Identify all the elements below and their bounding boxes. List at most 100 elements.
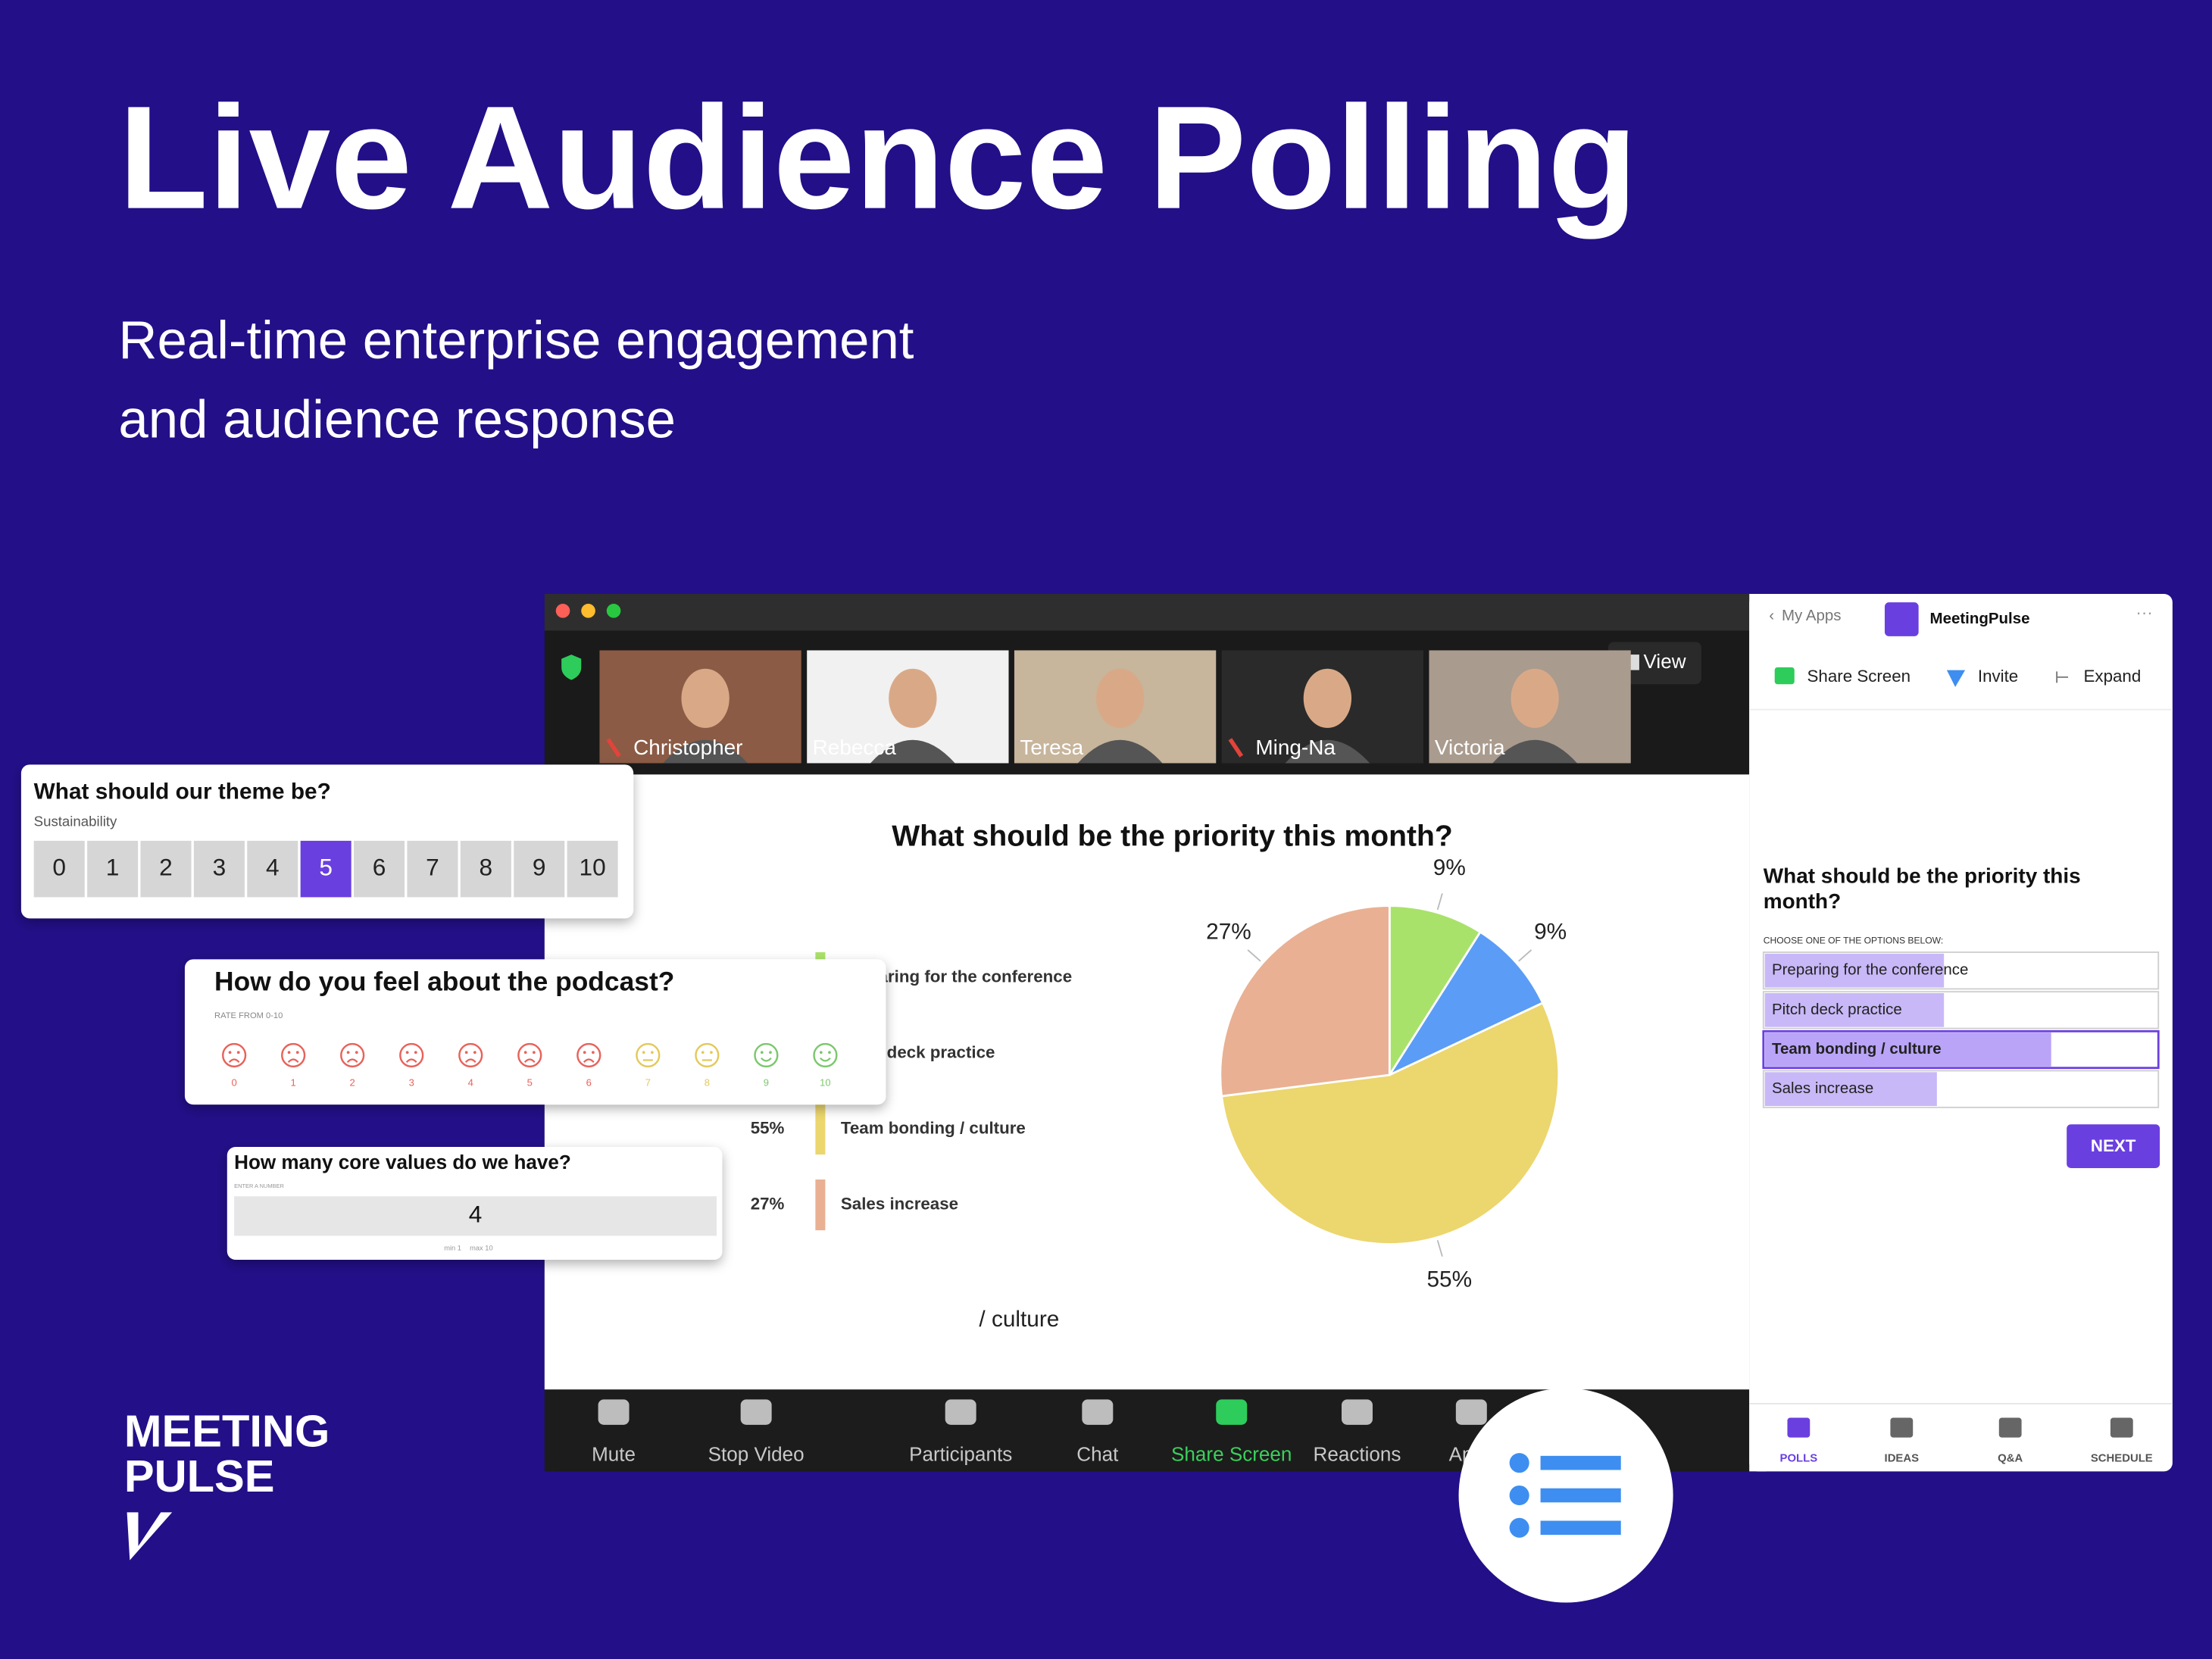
- legend-swatch: [815, 1179, 826, 1231]
- scale-option[interactable]: [354, 840, 405, 898]
- scale-option[interactable]: [33, 840, 85, 898]
- toolbar-label[interactable]: Participants: [909, 1443, 1012, 1466]
- back-link[interactable]: My Apps: [1782, 607, 1842, 624]
- scale-number[interactable]: 7: [426, 854, 439, 881]
- face-eye: [532, 1051, 536, 1054]
- toolbar-icon[interactable]: [598, 1399, 630, 1425]
- option-label[interactable]: Sales increase: [1772, 1079, 1873, 1097]
- participant-name: Teresa: [1020, 736, 1083, 759]
- window-minimize[interactable]: [581, 604, 595, 618]
- toolbar-label[interactable]: Share Screen: [1171, 1443, 1292, 1466]
- tab-icon[interactable]: [2110, 1417, 2133, 1438]
- badge-icon: [1540, 1455, 1621, 1470]
- face-mouth: [405, 1058, 417, 1064]
- logo-text: PULSE: [124, 1451, 275, 1501]
- slice-label: 27%: [1206, 920, 1251, 945]
- hero-subtitle: and audience response: [118, 389, 676, 448]
- tab-label[interactable]: SCHEDULE: [2091, 1452, 2153, 1464]
- face-eye: [414, 1051, 417, 1054]
- face-mouth: [346, 1058, 358, 1064]
- window-close[interactable]: [555, 604, 570, 618]
- rating-face[interactable]: [222, 1042, 247, 1068]
- rating-face[interactable]: [399, 1042, 424, 1068]
- poll-question: What should be the priority this: [1764, 864, 2081, 888]
- rating-face[interactable]: [281, 1042, 306, 1068]
- toolbar-icon[interactable]: [1455, 1399, 1487, 1425]
- rating-face[interactable]: [458, 1042, 483, 1068]
- pie-slice: [1219, 904, 1391, 1098]
- toolbar-label[interactable]: Mute: [592, 1443, 636, 1466]
- scale-number[interactable]: 5: [319, 854, 333, 881]
- toolbar-label[interactable]: Reactions: [1314, 1443, 1401, 1466]
- scale-option[interactable]: [193, 840, 245, 898]
- scale-number[interactable]: 2: [159, 854, 173, 881]
- face-eye: [710, 1051, 713, 1054]
- number-input[interactable]: [234, 1196, 717, 1236]
- scale-option[interactable]: [247, 840, 298, 898]
- toolbar-icon[interactable]: [740, 1399, 772, 1425]
- poll-cards: What should our theme be? Sustainability 0…: [20, 764, 886, 1260]
- scale-number[interactable]: 10: [580, 854, 606, 881]
- rating-face[interactable]: [754, 1042, 779, 1068]
- rating-face[interactable]: [813, 1042, 838, 1068]
- face-mouth: [820, 1057, 831, 1062]
- tab-icon[interactable]: [1998, 1417, 2022, 1438]
- number-answer[interactable]: 4: [469, 1201, 483, 1228]
- logo-mark: [127, 1512, 173, 1561]
- scale-number[interactable]: 9: [533, 854, 546, 881]
- option-label[interactable]: Preparing for the conference: [1772, 961, 1968, 979]
- slice-label: 55%: [1426, 1267, 1472, 1292]
- rating-face[interactable]: [636, 1042, 661, 1068]
- participant-body: [870, 739, 955, 764]
- tab-icon[interactable]: [1890, 1417, 1914, 1438]
- scale-option[interactable]: [567, 840, 618, 898]
- pie-slice: [1220, 1001, 1561, 1245]
- scale-option[interactable]: [300, 840, 351, 898]
- scale-number[interactable]: 8: [480, 854, 493, 881]
- rating-number: 5: [527, 1077, 533, 1089]
- view-button[interactable]: [1607, 642, 1701, 685]
- face-eye: [592, 1051, 595, 1054]
- scale-option[interactable]: [87, 840, 139, 898]
- scale-option[interactable]: [140, 840, 192, 898]
- panel-action[interactable]: Share Screen: [1807, 667, 1911, 686]
- scale-option[interactable]: [514, 840, 565, 898]
- scale-number[interactable]: 0: [52, 854, 66, 881]
- face-eye: [295, 1051, 299, 1054]
- face-eye: [583, 1051, 586, 1054]
- tab-label[interactable]: POLLS: [1780, 1452, 1818, 1464]
- scale-option[interactable]: [407, 840, 458, 898]
- view-label[interactable]: View: [1644, 650, 1686, 673]
- next-button[interactable]: [2067, 1124, 2160, 1168]
- toolbar-label[interactable]: Chat: [1076, 1443, 1119, 1466]
- more-menu[interactable]: ···: [2135, 603, 2152, 622]
- scale-number[interactable]: 1: [106, 854, 120, 881]
- chart-title: What should be the priority this month?: [892, 820, 1453, 853]
- panel-action[interactable]: Expand: [2084, 667, 2142, 686]
- toolbar-label[interactable]: Stop Video: [708, 1443, 805, 1466]
- panel-action[interactable]: Invite: [1978, 667, 2018, 686]
- participant-face: [1095, 668, 1145, 728]
- option-label[interactable]: Team bonding / culture: [1772, 1040, 1942, 1058]
- rating-face[interactable]: [695, 1042, 720, 1068]
- rating-face[interactable]: [517, 1042, 542, 1068]
- meeting-window: View What should be the priority this mo…: [544, 594, 2173, 1472]
- scale-option[interactable]: [460, 840, 511, 898]
- tab-label[interactable]: IDEAS: [1885, 1452, 1920, 1464]
- scale-number[interactable]: 6: [373, 854, 386, 881]
- toolbar-icon[interactable]: [945, 1399, 976, 1425]
- option-label[interactable]: Pitch deck practice: [1772, 1001, 1902, 1018]
- tab-label[interactable]: Q&A: [1998, 1452, 2023, 1464]
- tab-icon[interactable]: [1787, 1417, 1811, 1438]
- toolbar-icon[interactable]: [1082, 1399, 1114, 1425]
- toolbar-icon[interactable]: [1341, 1399, 1373, 1425]
- scale-number[interactable]: 3: [213, 854, 227, 881]
- rating-face[interactable]: [576, 1042, 601, 1068]
- title-bar: [544, 594, 1750, 631]
- window-zoom[interactable]: [606, 604, 621, 618]
- toolbar-icon[interactable]: [1216, 1399, 1248, 1425]
- scale-number[interactable]: 4: [266, 854, 280, 881]
- next-label[interactable]: NEXT: [2091, 1136, 2136, 1155]
- rating-number: 1: [291, 1077, 296, 1089]
- rating-face[interactable]: [340, 1042, 365, 1068]
